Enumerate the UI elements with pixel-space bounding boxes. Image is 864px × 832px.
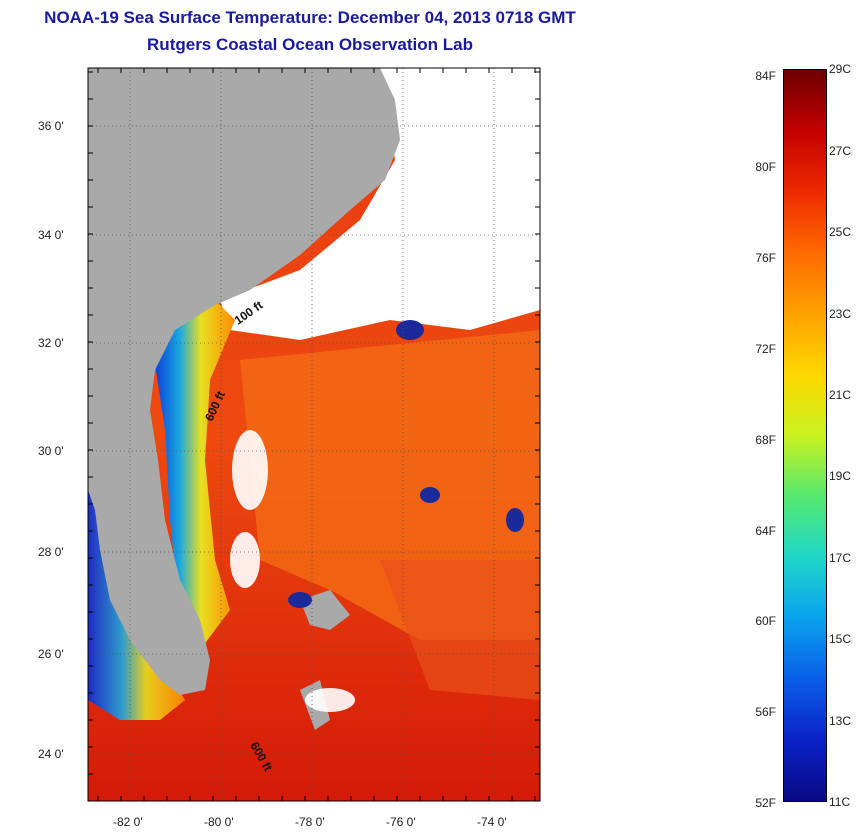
colorbar-f-60: 60F [755, 614, 776, 628]
lon-label-78: -78 0' [295, 815, 325, 829]
colorbar-c-23: 23C [829, 307, 852, 321]
colorbar-f-76: 76F [755, 251, 776, 265]
lat-label-36: 36 0' [38, 119, 64, 133]
colorbar-c-13: 13C [829, 714, 852, 728]
lat-label-32: 32 0' [38, 336, 64, 350]
lon-label-74: -74 0' [477, 815, 507, 829]
lon-label-80: -80 0' [204, 815, 234, 829]
temperature-colorbar [783, 69, 827, 802]
colorbar-c-15: 15C [829, 632, 852, 646]
colorbar-c-25: 25C [829, 225, 852, 239]
lat-label-26: 26 0' [38, 647, 64, 661]
lat-label-30: 30 0' [38, 444, 64, 458]
cloud-cover [220, 68, 540, 340]
colorbar-c-11: 11C [829, 795, 851, 809]
colorbar-c-27: 27C [829, 144, 852, 158]
grid-lines [88, 68, 540, 801]
colorbar-c-17: 17C [829, 551, 852, 565]
lon-label-76: -76 0' [386, 815, 416, 829]
lat-label-34: 34 0' [38, 228, 64, 242]
cloud-patches [230, 430, 355, 712]
map-subtitle: Rutgers Coastal Ocean Observation Lab [147, 35, 473, 54]
colorbar-f-80: 80F [755, 160, 776, 174]
map-frame [87, 67, 541, 802]
lat-label-28: 28 0' [38, 545, 64, 559]
colorbar-c-21: 21C [829, 388, 852, 402]
colorbar-c-29: 29C [829, 62, 852, 76]
map-title: NOAA-19 Sea Surface Temperature: Decembe… [44, 8, 576, 27]
colorbar-f-64: 64F [755, 524, 776, 538]
colorbar-f-56: 56F [755, 705, 776, 719]
lon-label-82: -82 0' [113, 815, 143, 829]
colorbar-f-72: 72F [755, 342, 776, 356]
colorbar-f-84: 84F [755, 69, 776, 83]
colorbar-f-68: 68F [755, 433, 776, 447]
colorbar-c-19: 19C [829, 469, 852, 483]
colorbar-f-52: 52F [755, 796, 776, 810]
land-mass [88, 68, 400, 695]
cold-coastal-water [150, 300, 235, 650]
lat-label-24: 24 0' [38, 747, 64, 761]
bahamas-island [300, 590, 350, 630]
